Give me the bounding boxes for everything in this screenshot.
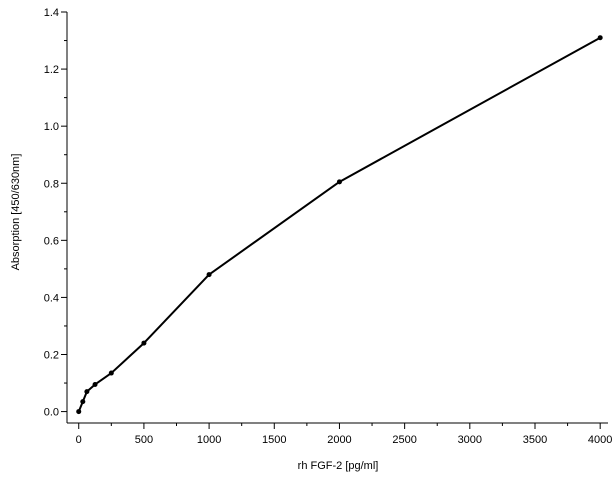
axes	[66, 12, 608, 424]
y-tick-label: 0.4	[44, 292, 59, 304]
x-tick-label: 0	[76, 434, 82, 446]
y-tick-label: 0.6	[44, 235, 59, 247]
y-tick-label: 0.8	[44, 178, 59, 190]
data-point	[206, 272, 212, 278]
x-axis-title: rh FGF-2 [pg/ml]	[298, 460, 379, 472]
x-tick-label: 3000	[458, 434, 482, 446]
y-tick-label: 1.0	[44, 121, 59, 133]
data-point	[336, 179, 342, 185]
data-point	[597, 35, 603, 41]
data-markers	[76, 35, 603, 415]
data-point	[108, 370, 114, 376]
data-point	[84, 389, 90, 395]
y-tick-label: 0.0	[44, 407, 59, 419]
data-point	[92, 381, 98, 387]
x-tick-label: 1000	[197, 434, 221, 446]
y-tick-label: 1.4	[44, 7, 59, 19]
y-axis-title: Absorption [450/630nm]	[10, 154, 22, 271]
x-tick-label: 3500	[523, 434, 547, 446]
data-point	[80, 399, 86, 405]
data-point	[76, 409, 82, 415]
series-line	[77, 36, 602, 413]
x-tick-label: 1500	[262, 434, 286, 446]
series-layer	[77, 36, 602, 413]
x-tick-label: 2000	[327, 434, 351, 446]
x-tick-label: 500	[135, 434, 153, 446]
axis-ticks: 0.0 0.2 0.4 0.6 0.8 1.0 1.2 1.4 0 500 1000 1500 2000…	[44, 7, 613, 446]
y-tick-label: 1.2	[44, 64, 59, 76]
y-tick-label: 0.2	[44, 350, 59, 362]
data-point	[141, 340, 147, 346]
x-tick-label: 2500	[392, 434, 416, 446]
x-tick-label: 4000	[588, 434, 612, 446]
